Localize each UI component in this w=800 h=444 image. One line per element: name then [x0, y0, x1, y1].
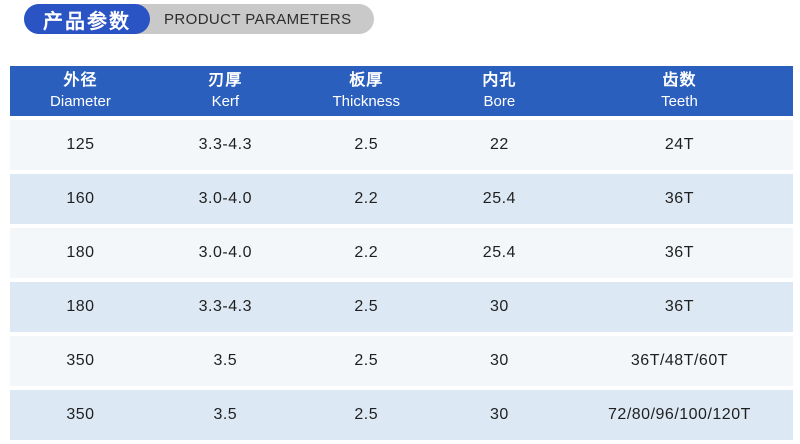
table-row: 160 3.0-4.0 2.2 25.4 36T: [10, 174, 793, 224]
header-label-zh: 内孔: [482, 72, 517, 89]
page-title-english: PRODUCT PARAMETERS: [164, 10, 352, 28]
table-row: 350 3.5 2.5 30 72/80/96/100/120T: [10, 390, 793, 440]
table-cell: 24T: [664, 136, 694, 153]
table-cell: 30: [489, 352, 509, 369]
table-row: 125 3.3-4.3 2.5 22 24T: [10, 120, 793, 170]
title-gray-pill: 产品参数 PRODUCT PARAMETERS: [24, 4, 374, 34]
header-label-en: Bore: [483, 93, 516, 110]
page-title: 产品参数: [24, 4, 150, 34]
table-cell: 3.5: [213, 352, 238, 369]
header-cell: 板厚 Thickness: [300, 66, 433, 116]
header-label-en: Kerf: [211, 93, 240, 110]
header-label-zh: 板厚: [349, 72, 384, 89]
table-cell: 2.5: [354, 352, 379, 369]
table-cell: 3.0-4.0: [198, 244, 252, 261]
header-cell: 内孔 Bore: [433, 66, 566, 116]
table-cell: 30: [489, 298, 509, 315]
table-cell: 30: [489, 406, 509, 423]
product-parameters-table: 外径 Diameter 刃厚 Kerf 板厚 Thickness 内孔 Bore 齿数 Teeth…: [10, 66, 793, 440]
header-label-zh: 刃厚: [208, 72, 243, 89]
table-cell: 25.4: [482, 190, 516, 207]
table-cell: 3.3-4.3: [198, 298, 252, 315]
table-cell: 36T: [664, 244, 694, 261]
table-cell: 72/80/96/100/120T: [608, 406, 751, 423]
header-cell: 外径 Diameter: [10, 66, 151, 116]
header-label-en: Teeth: [661, 93, 698, 110]
table-cell: 36T: [664, 298, 694, 315]
table-cell: 160: [66, 190, 95, 207]
table-cell: 125: [66, 136, 95, 153]
table-row: 180 3.3-4.3 2.5 30 36T: [10, 282, 793, 332]
table-cell: 2.5: [354, 298, 379, 315]
header-label-en: Diameter: [50, 93, 111, 110]
table-cell: 36T/48T/60T: [630, 352, 728, 369]
table-cell: 3.3-4.3: [198, 136, 252, 153]
table-cell: 180: [66, 244, 95, 261]
table-cell: 350: [66, 352, 95, 369]
table-cell: 3.0-4.0: [198, 190, 252, 207]
header-label-zh: 齿数: [662, 72, 697, 89]
table-row: 180 3.0-4.0 2.2 25.4 36T: [10, 228, 793, 278]
section-title: 产品参数 PRODUCT PARAMETERS: [24, 4, 374, 34]
table-cell: 350: [66, 406, 95, 423]
header-cell: 齿数 Teeth: [566, 66, 793, 116]
header-cell: 刃厚 Kerf: [151, 66, 300, 116]
header-label-en: Thickness: [332, 93, 401, 110]
table-body: 125 3.3-4.3 2.5 22 24T 160 3.0-4.0 2.2 25.4 36T 18…: [10, 120, 793, 440]
table-cell: 2.5: [354, 136, 379, 153]
table-header: 外径 Diameter 刃厚 Kerf 板厚 Thickness 内孔 Bore 齿数 Teeth: [10, 66, 793, 116]
table-cell: 2.2: [354, 190, 379, 207]
table-cell: 22: [489, 136, 509, 153]
table-cell: 25.4: [482, 244, 516, 261]
table-cell: 2.2: [354, 244, 379, 261]
table-row: 350 3.5 2.5 30 36T/48T/60T: [10, 336, 793, 386]
table-cell: 3.5: [213, 406, 238, 423]
table-cell: 2.5: [354, 406, 379, 423]
table-cell: 36T: [664, 190, 694, 207]
table-cell: 180: [66, 298, 95, 315]
header-label-zh: 外径: [63, 72, 98, 89]
